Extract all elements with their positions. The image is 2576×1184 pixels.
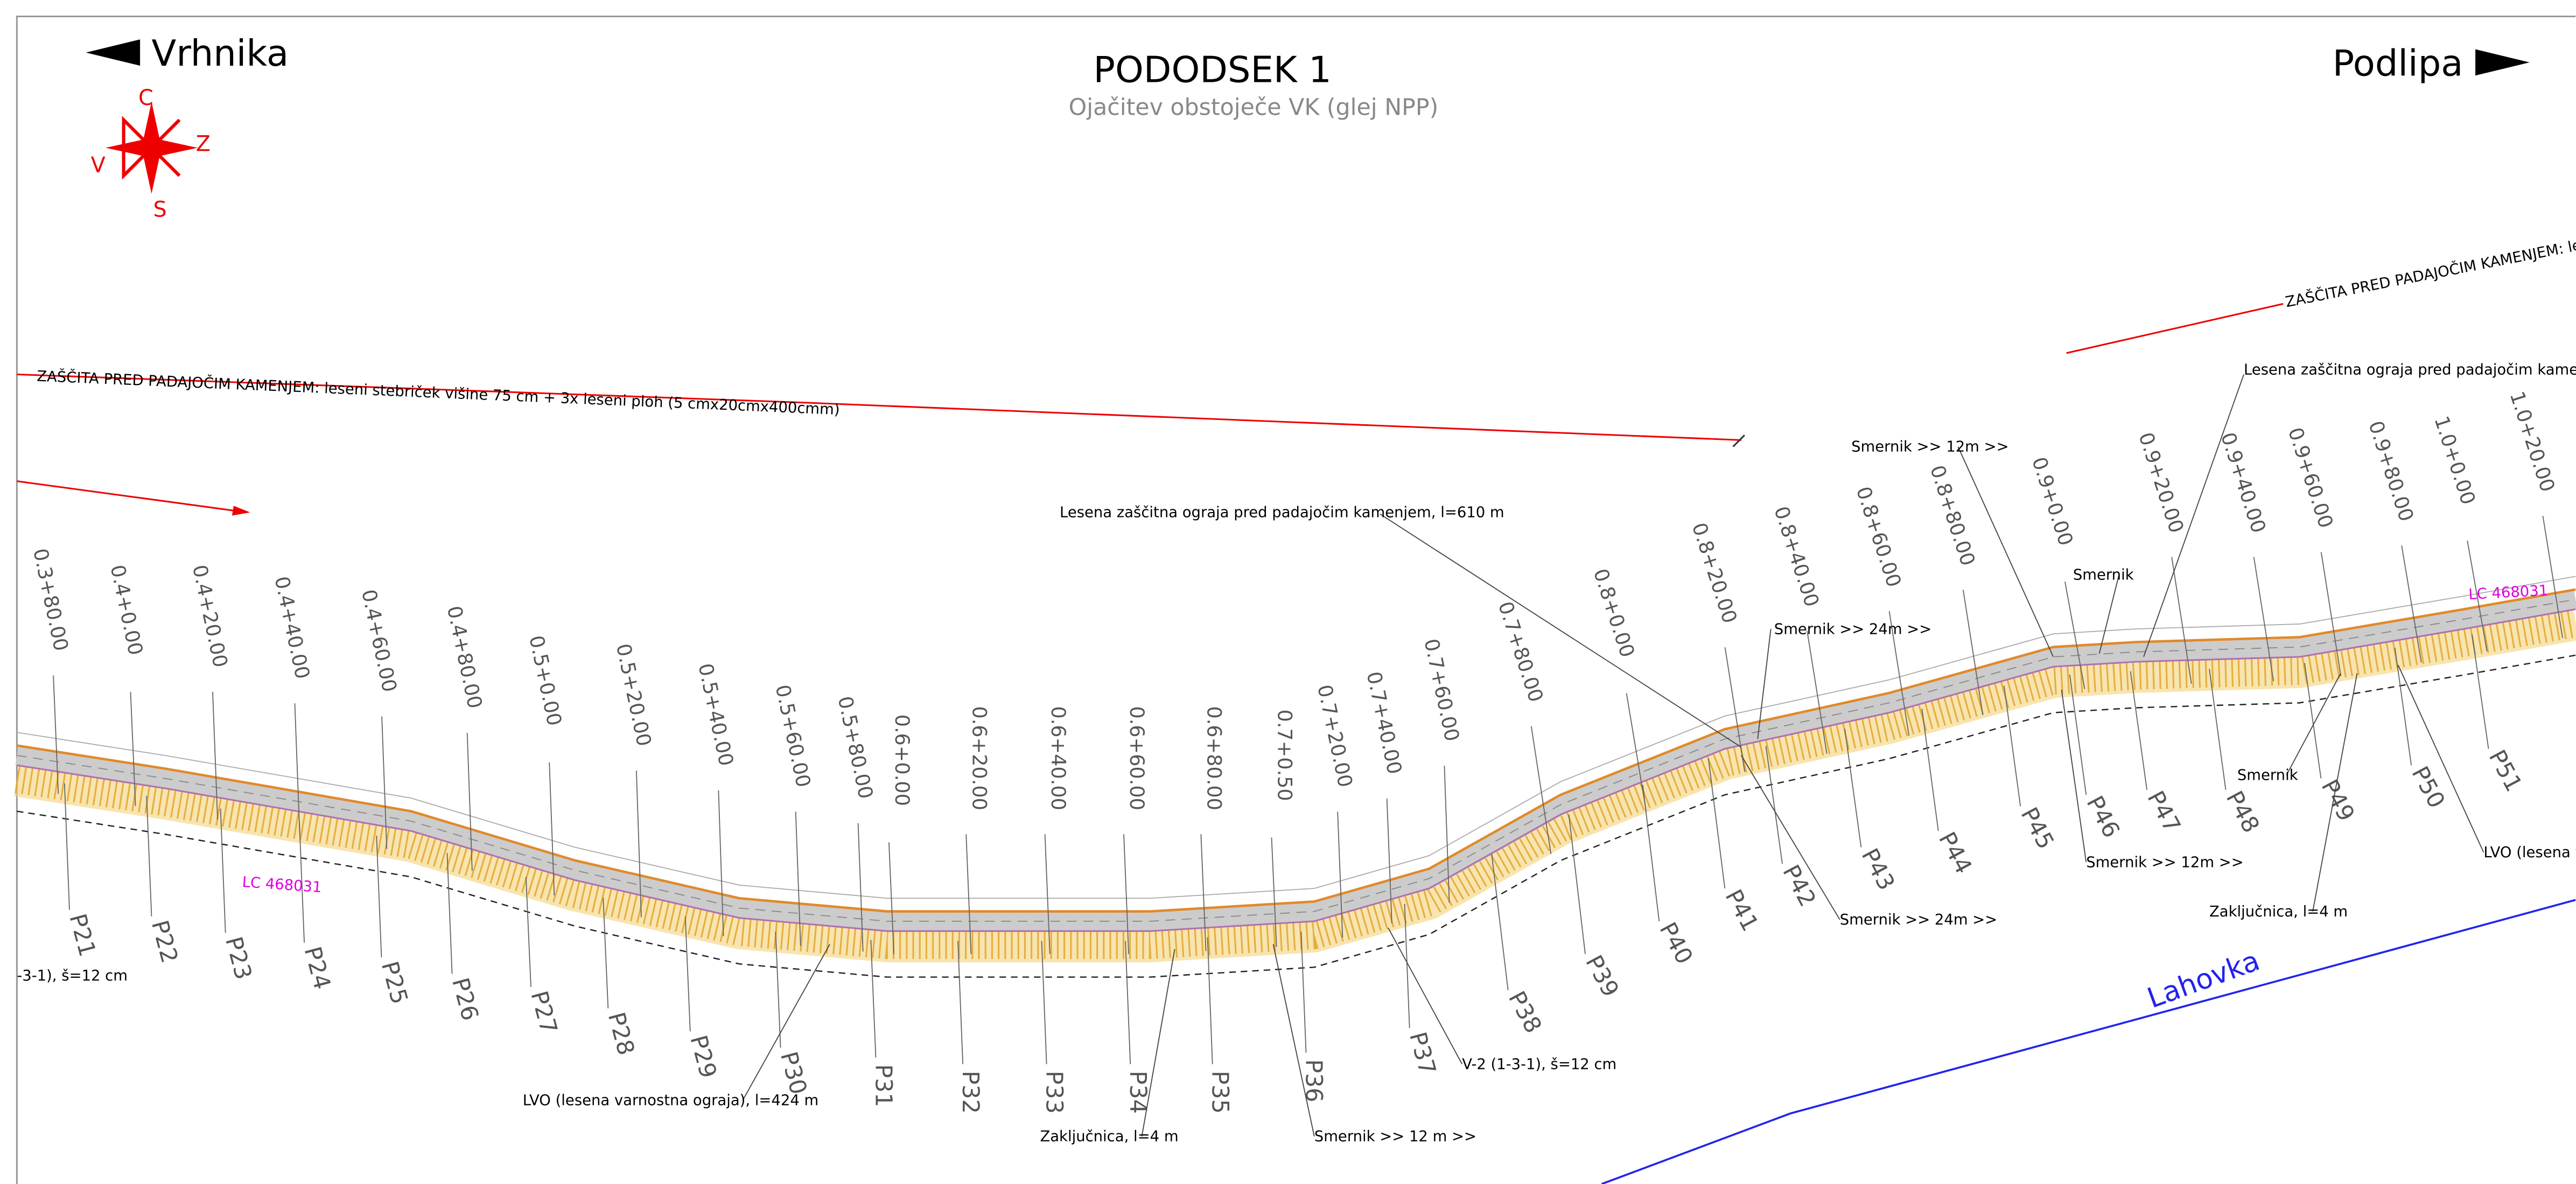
subtitle: Ojačitev obstoječe VK (glej NPP) [1069, 94, 1439, 121]
compass-label: V [91, 153, 106, 178]
compass-label: C [138, 86, 153, 110]
annotation: Smernik [2073, 567, 2134, 584]
annotation: V-2 (1-3-1), š=12 cm [1462, 1056, 1616, 1073]
annotation: Lesena zaščitna ograja pred padajočim ka… [1060, 505, 1504, 521]
station-label: 0.7+0.50 [1273, 710, 1297, 801]
left-direction: Vrhnika [151, 32, 289, 74]
annotation: LVO (lesena varnostna ograja), l=424 m [523, 1092, 819, 1109]
annotation: Smernik >> 12m >> [2086, 854, 2244, 871]
annotation: Zaključnica, l=4 m [2209, 903, 2348, 920]
profile-label: P35 [1207, 1071, 1234, 1114]
annotation: Smernik >> 24m >> [1840, 912, 1998, 928]
annotation: Smernik >> 12m >> [1851, 439, 2009, 456]
station-label: 0.6+40.00 [1047, 706, 1070, 810]
station-label: 0.6+60.00 [1125, 706, 1149, 810]
annotation: -3-1), š=12 cm [17, 968, 128, 984]
right-direction: Podlipa [2333, 42, 2463, 84]
station-label: 0.6+80.00 [1203, 706, 1226, 810]
annotation: Zaključnica, l=4 m [1040, 1129, 1178, 1145]
title: PODODSEK 1 [1094, 48, 1332, 90]
annotation: Smernik [2237, 767, 2298, 784]
station-label: 0.6+0.00 [891, 714, 914, 806]
profile-label: P36 [1300, 1059, 1327, 1102]
station-label: 0.6+20.00 [968, 706, 991, 810]
compass-label: S [153, 198, 166, 222]
annotation: LVO (lesena varn [2483, 844, 2576, 861]
compass-label: Z [196, 132, 211, 157]
profile-label: P33 [1041, 1071, 1068, 1114]
profile-label: P32 [957, 1071, 984, 1114]
drawing: Vrhnika PODODSEK 1 Ojačitev obstoječe VK… [0, 0, 2576, 1184]
profile-label: P31 [870, 1064, 897, 1107]
annotation: Lesena zaščitna ograja pred padajočim ka… [2244, 361, 2576, 378]
annotation: Smernik >> 24m >> [1774, 621, 1932, 637]
annotation: Smernik >> 12 m >> [1314, 1129, 1476, 1145]
